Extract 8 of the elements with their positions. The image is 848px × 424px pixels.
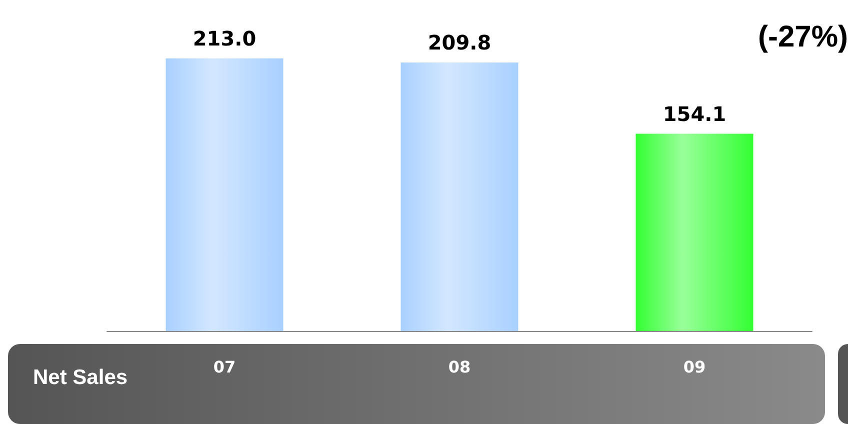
text: Net Sales xyxy=(33,366,128,389)
data-label: 154.1 xyxy=(662,102,726,126)
x-tick-label: 07 xyxy=(213,358,236,376)
x-tick-label: 09 xyxy=(683,358,706,376)
data-label: 209.8 xyxy=(428,30,492,54)
text: (-27%) xyxy=(758,20,848,54)
data-label: 213.0 xyxy=(192,26,256,50)
x-tick-label: 08 xyxy=(448,358,471,376)
